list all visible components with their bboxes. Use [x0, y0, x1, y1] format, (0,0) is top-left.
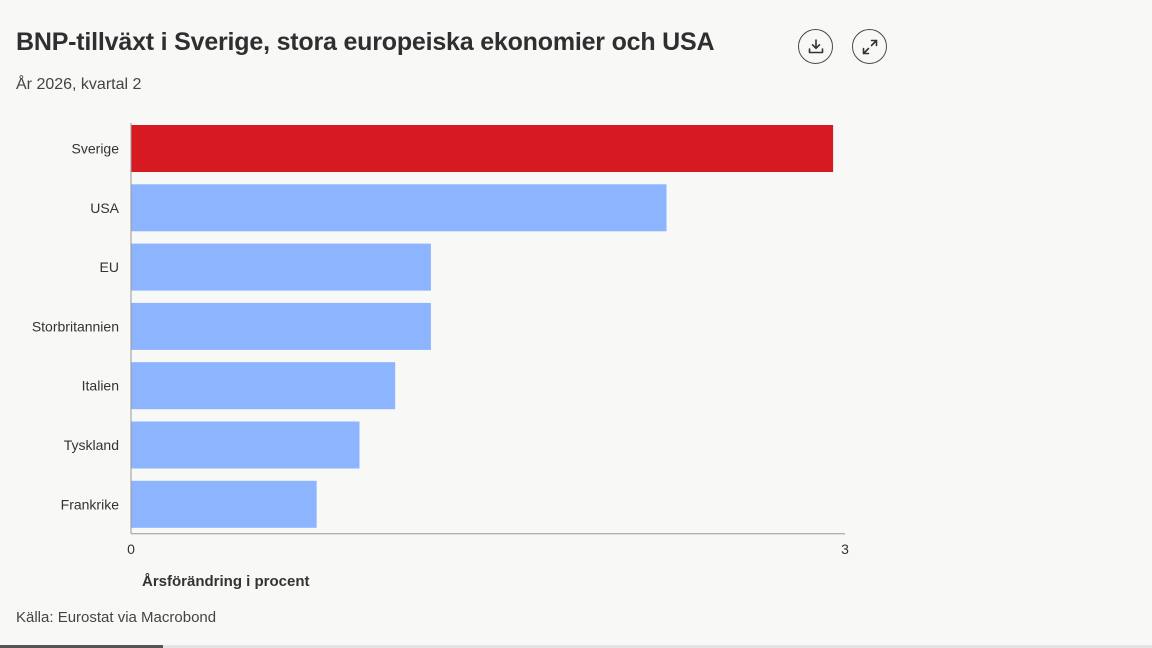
x-tick-label-3: 3 — [841, 541, 849, 557]
category-label-usa: USA — [90, 200, 119, 216]
download-icon — [808, 38, 823, 53]
bar-frankrike — [131, 480, 317, 528]
category-label-eu: EU — [100, 259, 119, 275]
bar-chart: Sverige USA EU Storbritannien Italien Tysklan… — [32, 123, 849, 590]
x-tick-label-0: 0 — [127, 541, 135, 557]
bar-italien — [131, 362, 396, 410]
category-label-storbritannien: Storbritannien — [32, 318, 119, 334]
expand-button[interactable] — [852, 29, 887, 64]
x-axis-title: Årsförändring i procent — [142, 573, 310, 590]
bar-storbritannien — [131, 302, 431, 350]
progress-indicator — [0, 645, 163, 648]
download-button[interactable] — [798, 29, 833, 64]
bars-layer — [131, 125, 834, 528]
category-label-frankrike: Frankrike — [61, 496, 120, 512]
category-label-italien: Italien — [82, 378, 119, 394]
category-label-sverige: Sverige — [72, 141, 120, 157]
chart-title: BNP-tillväxt i Sverige, stora europeiska… — [16, 28, 715, 56]
chart-subtitle: År 2026, kvartal 2 — [16, 76, 142, 93]
category-label-tyskland: Tyskland — [64, 437, 119, 453]
bar-tyskland — [131, 421, 360, 469]
bar-usa — [131, 184, 667, 232]
bar-eu — [131, 243, 431, 291]
bottom-rule — [0, 645, 1152, 648]
bar-sverige — [131, 125, 834, 172]
source-note: Källa: Eurostat via Macrobond — [16, 609, 217, 626]
expand-icon — [862, 39, 877, 54]
category-labels: Sverige USA EU Storbritannien Italien Tysklan… — [32, 141, 120, 513]
